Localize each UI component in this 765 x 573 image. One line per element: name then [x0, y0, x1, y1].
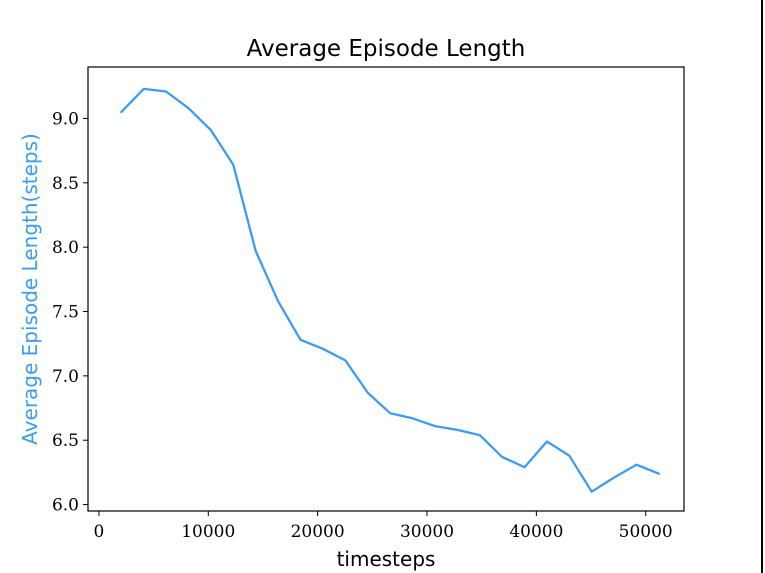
plot-area: 0 10000 20000 30000 40000 50000 6.0 6.5 7.0 7.5 8…: [52, 66, 685, 542]
y-axis: 6.0 6.5 7.0 7.5 8.0 8.5 9.0: [52, 109, 88, 516]
x-tick-label: 50000: [619, 522, 673, 542]
y-axis-label: Average Episode Length(steps): [18, 133, 42, 445]
chart-title: Average Episode Length: [247, 36, 526, 62]
x-tick-label: 30000: [400, 522, 454, 542]
x-tick-label: 40000: [509, 522, 563, 542]
y-tick-label: 6.0: [52, 496, 79, 516]
x-tick-label: 0: [94, 522, 105, 542]
y-tick-label: 8.5: [52, 174, 79, 194]
x-tick-label: 20000: [291, 522, 345, 542]
y-tick-label: 8.0: [52, 238, 79, 258]
y-tick-label: 7.0: [52, 367, 79, 387]
y-tick-label: 7.5: [52, 303, 79, 323]
x-axis: 0 10000 20000 30000 40000 50000: [94, 511, 673, 542]
y-tick-label: 6.5: [52, 431, 79, 451]
axes-frame: [87, 66, 685, 512]
series-line: [120, 87, 660, 493]
series-layer: [120, 87, 660, 493]
x-axis-label: timesteps: [337, 547, 436, 571]
y-tick-label: 9.0: [52, 109, 79, 129]
x-tick-label: 10000: [181, 522, 235, 542]
